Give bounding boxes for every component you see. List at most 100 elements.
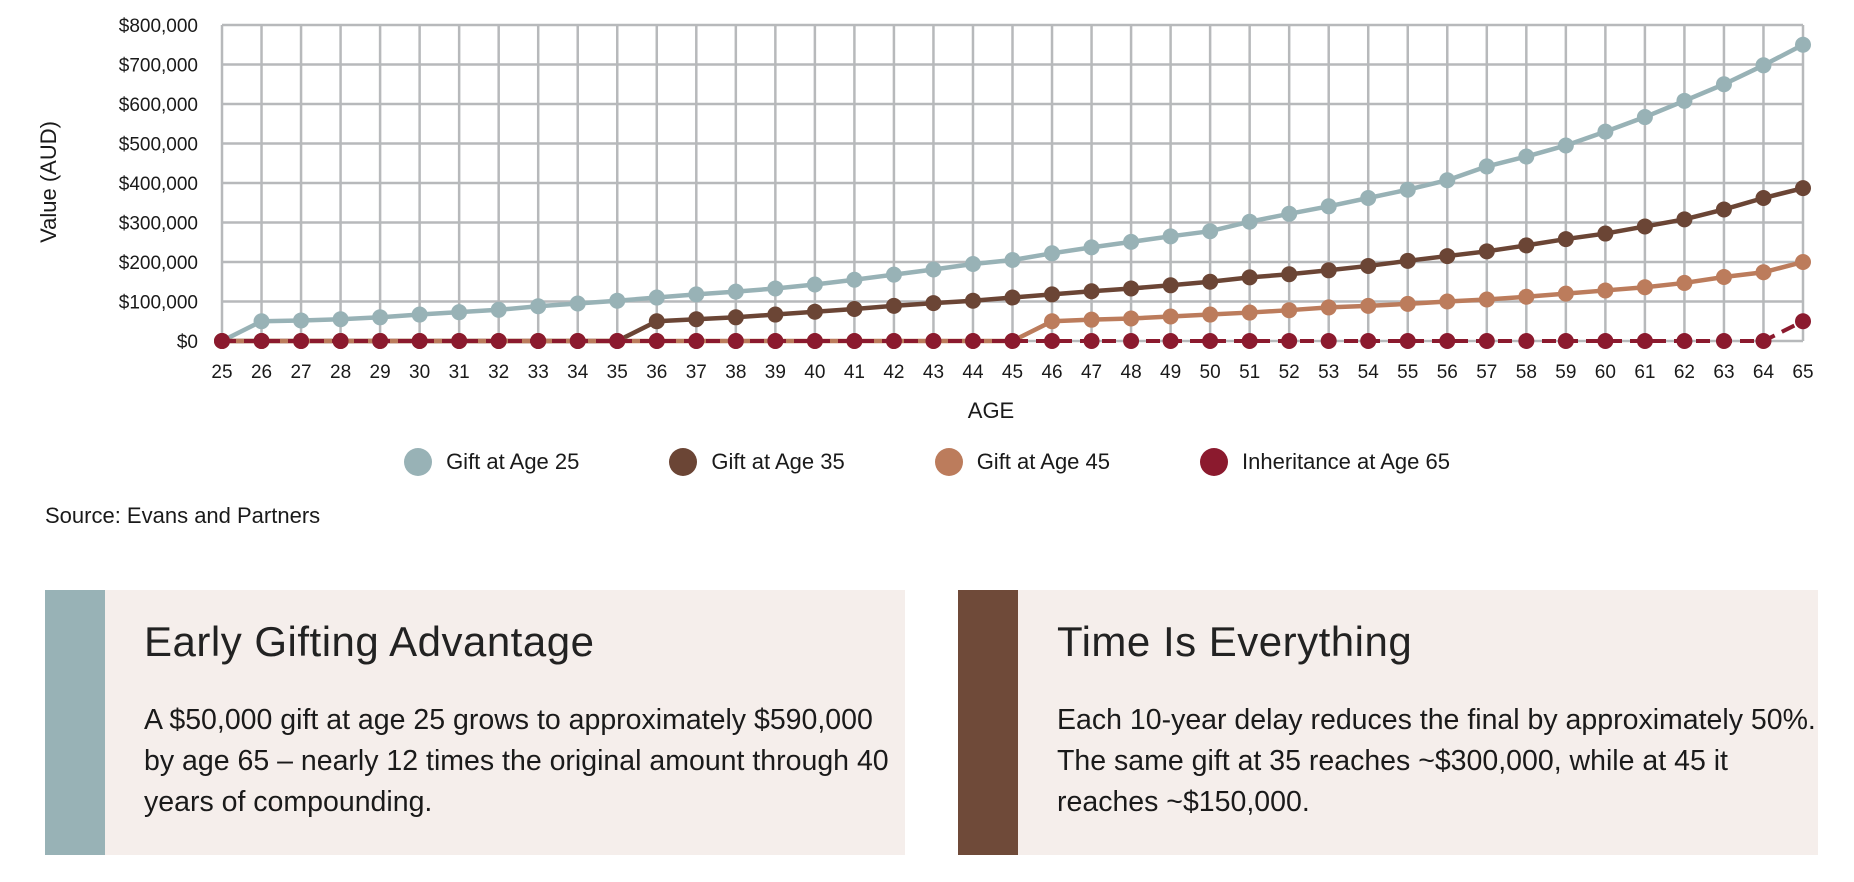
x-tick-label: 32: [488, 362, 509, 383]
card-text: Each 10-year delay reduces the final by …: [1057, 704, 1816, 818]
y-axis-ticks: $0 $100,000 $200,000 $300,000 $400,000 $500,0…: [119, 16, 198, 353]
line-chart: $0 $100,000 $200,000 $300,000 $400,000 $500,0…: [36, 16, 1814, 423]
y-tick-label: $400,000: [119, 174, 198, 195]
data-point: [1360, 190, 1377, 207]
x-tick-label: 38: [725, 362, 746, 383]
data-point: [1478, 291, 1495, 308]
data-point: [1755, 264, 1772, 281]
data-point: [1320, 198, 1337, 215]
x-tick-label: 43: [923, 362, 944, 383]
data-point: [1518, 288, 1535, 305]
data-point: [451, 333, 468, 349]
data-point: [372, 333, 389, 349]
x-tick-label: 40: [804, 362, 825, 383]
data-point: [1439, 172, 1456, 189]
data-point: [1597, 282, 1614, 299]
x-tick-label: 62: [1674, 362, 1695, 383]
data-point: [372, 309, 389, 326]
y-tick-label: $300,000: [119, 214, 198, 235]
card-time-is-everything: Time Is Everything Each 10-year delay re…: [958, 590, 1818, 855]
data-point: [688, 286, 705, 303]
data-point: [1557, 137, 1574, 154]
data-point: [1202, 273, 1219, 290]
data-point: [648, 333, 665, 349]
data-point: [1162, 277, 1179, 294]
card-accent-bar: [45, 590, 105, 855]
data-point: [1518, 237, 1535, 254]
x-tick-label: 27: [290, 362, 311, 383]
data-point: [253, 333, 270, 349]
data-point: [1281, 205, 1298, 222]
x-tick-label: 37: [686, 362, 707, 383]
data-point: [846, 271, 863, 288]
data-point: [925, 295, 942, 312]
data-point: [1083, 311, 1100, 328]
data-point: [1676, 274, 1693, 291]
x-axis-ticks: 25 26 27 28 29 30 31 32 33 34 35 36 37 38 39 40 41 42 43 44…: [211, 362, 1813, 383]
data-point: [1360, 333, 1377, 349]
x-tick-label: 51: [1239, 362, 1260, 383]
x-tick-label: 53: [1318, 362, 1339, 383]
source-note: Source: Evans and Partners: [45, 503, 321, 528]
data-point: [767, 306, 784, 323]
data-point: [490, 333, 507, 349]
x-tick-label: 28: [330, 362, 351, 383]
card-text: A $50,000 gift at age 25 grows to approx…: [144, 704, 889, 818]
data-point: [1478, 243, 1495, 260]
x-tick-label: 35: [607, 362, 628, 383]
data-point: [846, 301, 863, 318]
y-tick-label: $200,000: [119, 253, 198, 274]
data-point: [1557, 231, 1574, 248]
data-point: [569, 295, 586, 312]
legend-label: Inheritance at Age 65: [1242, 449, 1450, 474]
chart-series: [214, 36, 1811, 349]
data-point: [1439, 248, 1456, 265]
data-point: [569, 333, 586, 349]
data-point: [1399, 252, 1416, 269]
x-tick-label: 41: [844, 362, 865, 383]
data-point: [1044, 313, 1061, 330]
data-point: [885, 266, 902, 283]
x-tick-label: 34: [567, 362, 589, 383]
data-point: [1676, 333, 1693, 349]
y-tick-label: $500,000: [119, 135, 198, 156]
card-accent-bar: [958, 590, 1018, 855]
data-point: [1795, 313, 1811, 330]
data-point: [1795, 254, 1811, 270]
x-tick-label: 25: [211, 362, 232, 383]
data-point: [1202, 223, 1219, 240]
data-point: [727, 333, 744, 349]
data-point: [964, 292, 981, 309]
data-point: [332, 333, 349, 349]
x-tick-label: 30: [409, 362, 430, 383]
data-point: [1320, 299, 1337, 316]
data-point: [1715, 333, 1732, 349]
data-point: [1439, 333, 1456, 349]
x-tick-label: 44: [962, 362, 984, 383]
data-point: [530, 333, 547, 349]
data-point: [1636, 333, 1653, 349]
data-point: [1083, 283, 1100, 300]
legend-item: Gift at Age 45: [934, 448, 1110, 476]
data-point: [1795, 36, 1811, 53]
data-point: [293, 333, 310, 349]
data-point: [727, 283, 744, 300]
data-point: [1676, 92, 1693, 109]
data-point: [1320, 333, 1337, 349]
x-tick-label: 39: [765, 362, 786, 383]
legend-marker-icon: [404, 448, 433, 476]
legend-item: Inheritance at Age 65: [1200, 448, 1450, 476]
x-tick-label: 33: [528, 362, 549, 383]
data-point: [1123, 280, 1140, 297]
x-tick-label: 45: [1002, 362, 1023, 383]
x-tick-label: 65: [1792, 362, 1813, 383]
data-point: [1439, 293, 1456, 310]
data-point: [530, 298, 547, 315]
data-point: [1557, 333, 1574, 349]
data-point: [332, 311, 349, 328]
data-point: [688, 333, 705, 349]
data-point: [1162, 228, 1179, 245]
data-point: [1755, 190, 1772, 207]
data-point: [1478, 158, 1495, 175]
data-point: [1281, 266, 1298, 283]
